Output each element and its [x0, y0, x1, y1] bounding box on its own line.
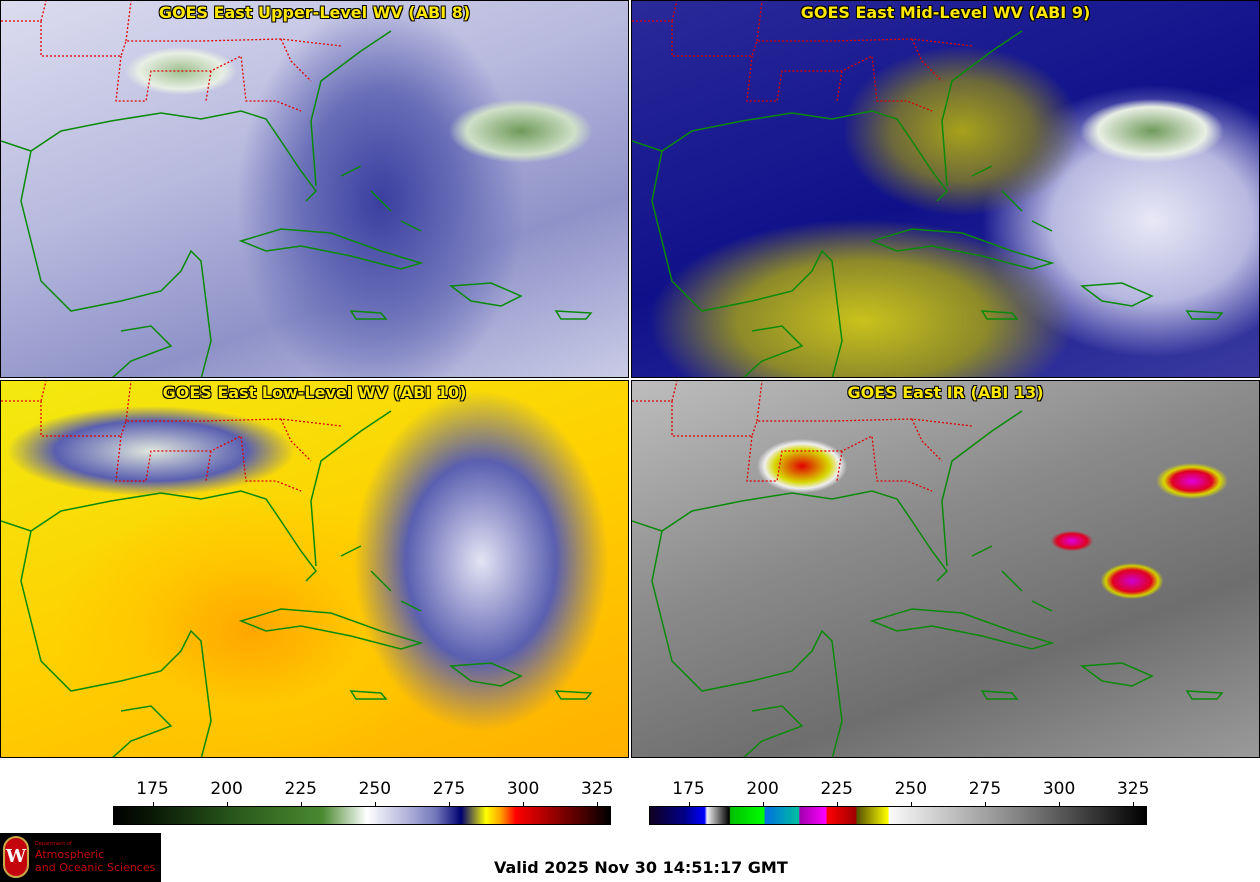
state-borders — [632, 381, 973, 492]
map-overlay — [1, 381, 593, 757]
state-borders — [1, 381, 342, 492]
panel-low-level-wv: GOES East Low-Level WV (ABI 10) — [0, 380, 629, 758]
logo-line2: Atmospheric — [35, 848, 105, 861]
panel-title: GOES East Low-Level WV (ABI 10) — [162, 383, 467, 402]
colorbar-tick-label: 325 — [580, 779, 614, 799]
colorbar-tick — [152, 802, 154, 807]
state-borders — [1, 1, 342, 112]
colorbar-tick-label: 175 — [672, 779, 705, 799]
colorbar-tick-label: 250 — [894, 779, 928, 799]
coastline — [1, 410, 593, 757]
colorbar-tick-label: 325 — [1116, 779, 1150, 799]
colorbar-tick-label: 225 — [820, 779, 853, 799]
colorbar-tick-label: 250 — [358, 779, 392, 799]
panel-mid-level-wv: GOES East Mid-Level WV (ABI 9) — [631, 0, 1260, 378]
colorbar-tick — [448, 802, 450, 807]
logo-line3: and Oceanic Sciences — [35, 861, 156, 874]
colorbar-tick — [374, 802, 376, 807]
colorbar-tick — [984, 802, 986, 807]
map-overlay — [632, 381, 1224, 757]
panel-title: GOES East IR (ABI 13) — [847, 383, 1044, 402]
wv-colorbar: 175 200 225 250 275 300 325 — [113, 779, 613, 825]
colorbar-tick-label: 300 — [506, 779, 540, 799]
valid-time: Valid 2025 Nov 30 14:51:17 GMT — [494, 858, 788, 877]
logo-line1: Department of — [35, 841, 72, 847]
colorbar-tick — [836, 802, 838, 807]
map-overlay — [1, 1, 593, 377]
colorbar-tick — [226, 802, 228, 807]
coastline — [632, 410, 1224, 757]
colorbar-tick-label: 200 — [746, 779, 779, 799]
colorbar-tick — [300, 802, 302, 807]
colorbar-tick — [910, 802, 912, 807]
panel-ir: GOES East IR (ABI 13) — [631, 380, 1260, 758]
colorbar-tick-label: 225 — [284, 779, 317, 799]
panel-title: GOES East Mid-Level WV (ABI 9) — [800, 3, 1091, 22]
colorbar-tick-label: 200 — [210, 779, 243, 799]
map-overlay — [632, 1, 1224, 377]
colorbar-tick-label: 275 — [968, 779, 1002, 799]
colorbar-tick — [688, 802, 690, 807]
uw-crest-icon: W — [3, 836, 29, 878]
colorbar-tick — [1133, 802, 1135, 807]
colorbar-tick-label: 275 — [432, 779, 466, 799]
coastline — [1, 30, 593, 377]
colorbar-tick-label: 175 — [136, 779, 169, 799]
state-borders — [632, 1, 973, 112]
colorbar-tick-label: 300 — [1042, 779, 1076, 799]
aos-logo: W Department of Atmospheric and Oceanic … — [0, 833, 161, 882]
colorbar-tick — [523, 802, 525, 807]
colorbar-tick — [1059, 802, 1061, 807]
colorbar-tick — [597, 802, 599, 807]
colorbar-tick — [762, 802, 764, 807]
coastline — [632, 30, 1224, 377]
panel-upper-level-wv: GOES East Upper-Level WV (ABI 8) — [0, 0, 629, 378]
ir-colorbar: 175 200 225 250 275 300 325 — [649, 779, 1149, 825]
panel-title: GOES East Upper-Level WV (ABI 8) — [158, 3, 471, 22]
